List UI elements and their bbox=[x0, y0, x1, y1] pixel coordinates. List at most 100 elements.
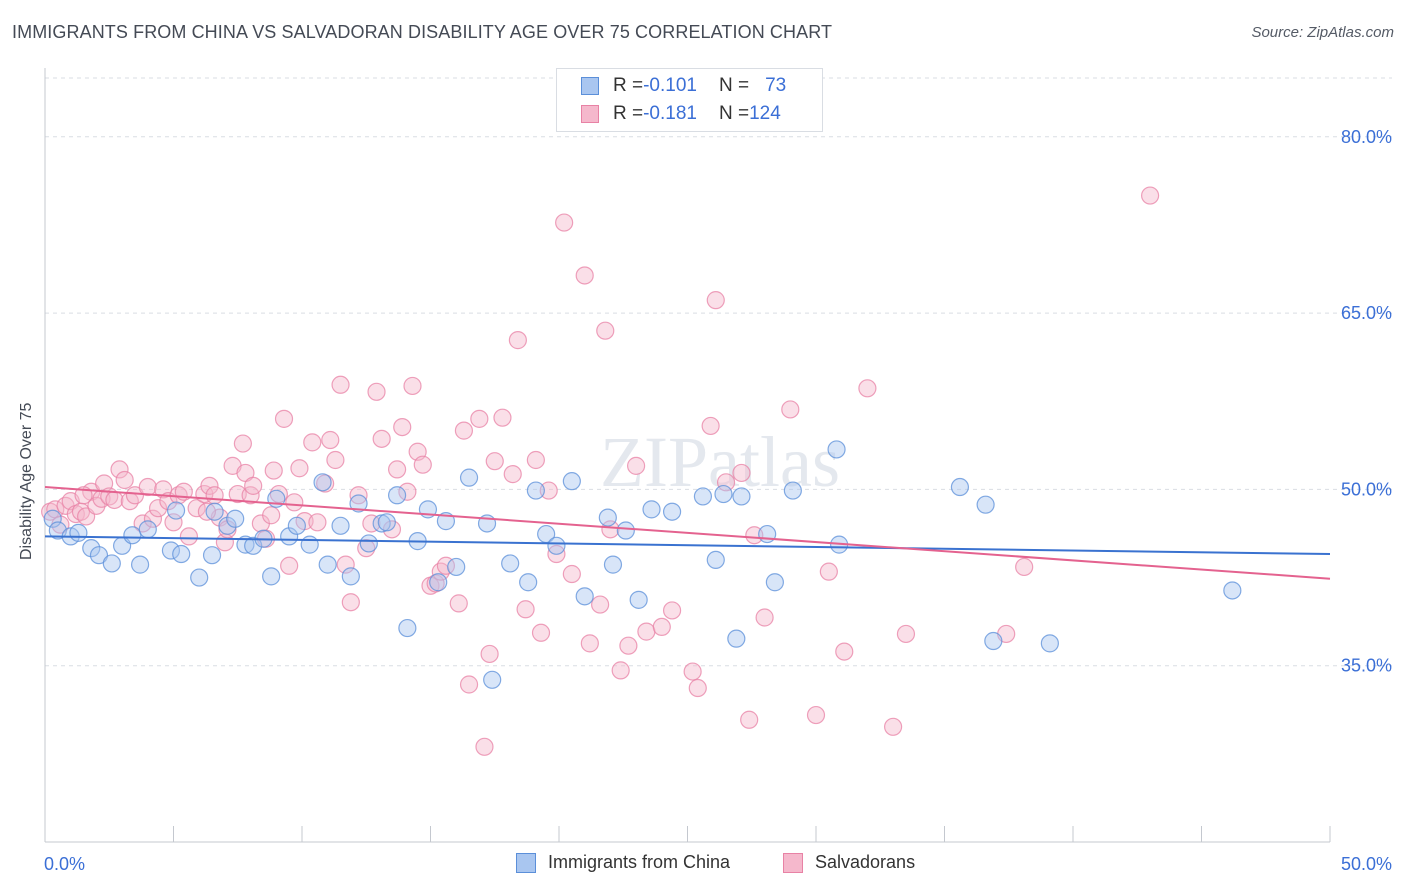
salvadoran-point bbox=[143, 509, 163, 528]
salvadoran-point bbox=[326, 450, 345, 470]
china-point bbox=[976, 495, 995, 514]
salvadoran-point bbox=[357, 539, 376, 558]
salvadoran-point bbox=[1015, 557, 1034, 577]
china-point bbox=[727, 629, 746, 648]
salvadoran-point bbox=[290, 459, 309, 478]
salvadoran-point bbox=[244, 476, 263, 495]
salvadoran-point bbox=[575, 266, 594, 285]
salvadoran-point bbox=[475, 737, 494, 756]
legend-item-salvadorans: Salvadorans bbox=[783, 852, 915, 873]
china-point bbox=[483, 670, 502, 689]
salvadoran-point bbox=[539, 481, 558, 500]
salvadoran-point bbox=[393, 417, 412, 437]
salvadoran-point bbox=[601, 520, 620, 539]
salvadoran-point bbox=[274, 409, 294, 428]
salvadoran-point bbox=[819, 562, 838, 581]
china-point bbox=[758, 524, 777, 544]
salvadoran-point bbox=[883, 717, 903, 736]
y-tick-label: 50.0% bbox=[1341, 479, 1392, 499]
salvadoran-point bbox=[133, 514, 152, 533]
china-point bbox=[732, 487, 751, 506]
salvadoran-point bbox=[480, 644, 499, 664]
china-point bbox=[562, 472, 581, 491]
salvadoran-point bbox=[228, 484, 247, 504]
salvadoran-point bbox=[341, 593, 360, 612]
salvadoran-point bbox=[896, 624, 916, 644]
salvadoran-point bbox=[701, 416, 720, 436]
salvadoran-point bbox=[205, 486, 224, 505]
salvadoran-point bbox=[688, 678, 707, 698]
china-point bbox=[205, 502, 224, 521]
salvadoran-point bbox=[508, 331, 527, 350]
salvadoran-point bbox=[398, 482, 417, 501]
china-point bbox=[102, 554, 121, 573]
salvadoran-point bbox=[459, 675, 479, 694]
salvadoran-point bbox=[503, 465, 522, 484]
stats-legend: R = -0.101 N = 73 R = -0.181 N = 124 bbox=[556, 68, 823, 132]
china-point bbox=[642, 500, 661, 519]
china-point bbox=[429, 573, 448, 592]
salvadoran-point bbox=[336, 555, 355, 574]
salvadoran-point bbox=[858, 379, 877, 398]
salvadoran-point bbox=[683, 662, 702, 681]
salvadoran-point bbox=[105, 490, 124, 510]
china-point bbox=[236, 535, 255, 554]
salvadoran-point bbox=[637, 622, 656, 641]
china-point bbox=[526, 481, 545, 500]
salvadoran-point bbox=[562, 564, 581, 584]
china-point bbox=[318, 555, 337, 574]
y-tick-label: 80.0% bbox=[1341, 127, 1392, 147]
china-point bbox=[262, 567, 281, 586]
china-point bbox=[765, 573, 784, 592]
china-point bbox=[693, 487, 713, 506]
china-point bbox=[1223, 581, 1242, 600]
salvadoran-point bbox=[652, 617, 671, 637]
china-point bbox=[190, 568, 209, 587]
china-point bbox=[287, 516, 306, 535]
salvadoran-point bbox=[403, 376, 422, 396]
salvadoran-point bbox=[740, 710, 759, 729]
china-point bbox=[950, 477, 970, 497]
china-point bbox=[138, 520, 157, 539]
x-tick-label: 50.0% bbox=[1341, 854, 1392, 874]
salvadoran-trend-line bbox=[44, 486, 1331, 580]
china-point bbox=[706, 550, 725, 570]
china-point bbox=[244, 536, 263, 555]
china-swatch bbox=[581, 77, 599, 95]
china-point bbox=[123, 526, 142, 545]
salvadoran-point bbox=[331, 375, 350, 394]
salvadoran-point bbox=[303, 433, 322, 452]
china-point bbox=[166, 501, 186, 520]
salvadoran-point bbox=[367, 382, 386, 401]
salvadoran-point bbox=[470, 409, 489, 428]
salvadoran-point bbox=[755, 608, 774, 627]
salvadoran-point bbox=[555, 213, 574, 232]
salvadoran-point bbox=[125, 486, 145, 505]
china-point bbox=[827, 440, 846, 459]
china-trend-line bbox=[44, 535, 1331, 556]
china-point bbox=[377, 513, 396, 532]
salvadoran-point bbox=[308, 513, 327, 532]
china-point bbox=[629, 590, 648, 609]
salvadoran-point bbox=[662, 601, 682, 620]
china-point bbox=[598, 508, 617, 527]
y-tick-label: 65.0% bbox=[1341, 303, 1392, 323]
salvadoran-point bbox=[387, 460, 407, 479]
series-legend: Immigrants from China Salvadorans bbox=[0, 852, 1406, 878]
salvadoran-point bbox=[269, 484, 288, 504]
china-point bbox=[43, 509, 62, 528]
salvadoran-point bbox=[264, 461, 283, 480]
china-point bbox=[331, 516, 350, 535]
china-point bbox=[69, 523, 88, 542]
salvadoran-point bbox=[115, 470, 134, 490]
china-point bbox=[519, 573, 538, 592]
salvadoran-point bbox=[233, 434, 252, 453]
china-point bbox=[130, 555, 150, 574]
china-point bbox=[575, 587, 594, 606]
r-value-salvadorans: -0.181 bbox=[643, 103, 697, 124]
china-point bbox=[218, 516, 237, 535]
china-point bbox=[387, 486, 407, 505]
china-point bbox=[349, 494, 368, 513]
china-point bbox=[603, 555, 623, 574]
salvadorans-swatch bbox=[581, 105, 599, 123]
